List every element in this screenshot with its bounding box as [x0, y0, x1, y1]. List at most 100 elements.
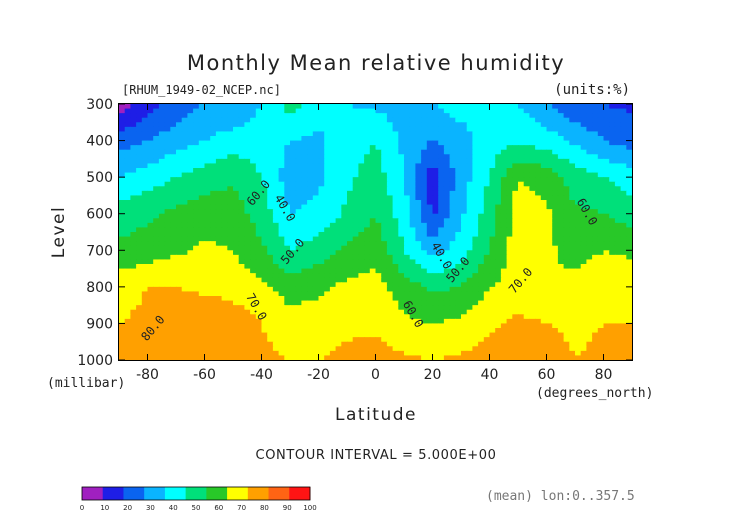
- heatmap-cell: [267, 241, 274, 247]
- heatmap-cell: [136, 145, 143, 151]
- heatmap-cell: [483, 286, 491, 293]
- heatmap-cell: [443, 131, 451, 137]
- heatmap-cell: [318, 268, 325, 274]
- heatmap-cell: [255, 305, 263, 311]
- heatmap-cell: [398, 232, 405, 238]
- heatmap-cell: [597, 323, 605, 329]
- heatmap-cell: [432, 346, 439, 352]
- heatmap-cell: [597, 314, 605, 320]
- heatmap-cell: [238, 355, 245, 361]
- heatmap-cell: [267, 337, 274, 343]
- heatmap-cell: [620, 145, 627, 151]
- heatmap-cell: [443, 273, 451, 279]
- heatmap-cell: [352, 254, 359, 261]
- heatmap-cell: [489, 282, 496, 288]
- heatmap-cell: [267, 291, 274, 297]
- heatmap-cell: [301, 254, 308, 261]
- heatmap-cell: [449, 190, 456, 197]
- heatmap-cell: [540, 104, 548, 110]
- heatmap-cell: [512, 209, 519, 215]
- heatmap-cell: [198, 296, 206, 302]
- heatmap-cell: [409, 328, 416, 334]
- heatmap-cell: [609, 113, 616, 119]
- heatmap-cell: [432, 268, 439, 274]
- heatmap-cell: [221, 154, 228, 160]
- heatmap-cell: [375, 250, 382, 256]
- heatmap-cell: [614, 172, 622, 178]
- heatmap-cell: [164, 186, 171, 192]
- heatmap-cell: [278, 190, 285, 197]
- heatmap-cell: [227, 273, 234, 279]
- heatmap-cell: [443, 232, 451, 238]
- heatmap-cell: [569, 245, 576, 251]
- heatmap-cell: [512, 232, 519, 238]
- heatmap-cell: [609, 309, 616, 315]
- heatmap-cell: [523, 181, 530, 187]
- heatmap-cell: [312, 296, 320, 302]
- heatmap-cell: [478, 296, 485, 302]
- heatmap-cell: [295, 277, 302, 283]
- heatmap-cell: [238, 126, 245, 133]
- heatmap-cell: [626, 126, 633, 133]
- heatmap-cell: [284, 337, 291, 343]
- heatmap-cell: [518, 177, 525, 183]
- heatmap-cell: [147, 190, 154, 197]
- heatmap-cell: [449, 108, 456, 114]
- heatmap-cell: [364, 323, 371, 329]
- heatmap-cell: [227, 268, 234, 274]
- heatmap-cell: [238, 259, 245, 265]
- heatmap-cell: [415, 305, 422, 311]
- heatmap-cell: [409, 145, 416, 151]
- heatmap-cell: [176, 300, 183, 306]
- heatmap-cell: [586, 195, 593, 201]
- heatmap-cell: [141, 190, 149, 197]
- heatmap-cell: [523, 172, 530, 178]
- heatmap-cell: [392, 104, 399, 110]
- heatmap-cell: [575, 268, 582, 274]
- heatmap-cell: [614, 232, 622, 238]
- heatmap-cell: [290, 318, 297, 325]
- heatmap-cell: [227, 328, 234, 334]
- heatmap-cell: [153, 163, 160, 169]
- heatmap-cell: [221, 268, 228, 274]
- heatmap-cell: [609, 254, 616, 261]
- heatmap-cell: [409, 268, 416, 274]
- heatmap-cell: [329, 108, 337, 114]
- heatmap-cell: [198, 140, 206, 146]
- heatmap-cell: [130, 337, 137, 343]
- heatmap-cell: [495, 268, 502, 274]
- heatmap-cell: [466, 282, 473, 288]
- heatmap-cell: [176, 186, 183, 192]
- heatmap-cell: [347, 195, 354, 201]
- heatmap-cell: [489, 332, 496, 338]
- heatmap-cell: [546, 227, 553, 233]
- heatmap-cell: [130, 136, 137, 142]
- heatmap-cell: [381, 163, 388, 169]
- heatmap-cell: [478, 213, 485, 219]
- heatmap-cell: [364, 314, 371, 320]
- heatmap-cell: [449, 177, 456, 183]
- heatmap-cell: [580, 227, 587, 233]
- heatmap-cell: [523, 108, 530, 114]
- heatmap-cell: [198, 273, 206, 279]
- heatmap-cell: [278, 282, 285, 288]
- heatmap-cell: [438, 291, 445, 297]
- heatmap-cell: [603, 117, 610, 123]
- heatmap-cell: [204, 350, 211, 357]
- heatmap-cell: [540, 232, 548, 238]
- heatmap-cell: [147, 200, 154, 206]
- heatmap-cell: [278, 314, 285, 320]
- heatmap-cell: [301, 328, 308, 334]
- heatmap-cell: [483, 104, 491, 110]
- heatmap-cell: [500, 254, 508, 261]
- heatmap-cell: [609, 195, 616, 201]
- heatmap-cell: [381, 323, 388, 329]
- heatmap-cell: [404, 314, 411, 320]
- heatmap-cell: [119, 104, 126, 110]
- heatmap-cell: [341, 158, 348, 165]
- heatmap-cell: [603, 168, 610, 174]
- heatmap-cell: [592, 222, 599, 229]
- heatmap-cell: [364, 131, 371, 137]
- heatmap-cell: [295, 296, 302, 302]
- heatmap-cell: [198, 355, 206, 361]
